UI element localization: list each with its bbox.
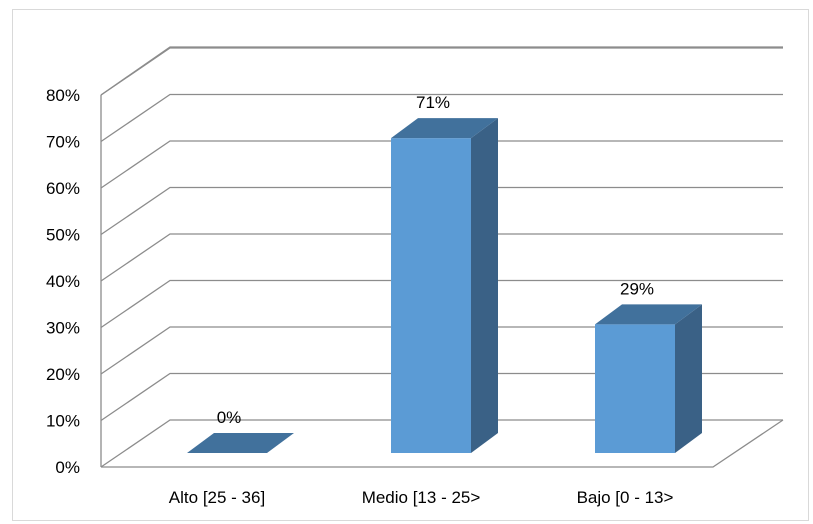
category-label: Medio [13 - 25> [362,488,481,507]
bar [595,304,702,453]
y-tick-label: 70% [46,133,80,152]
bar [187,433,294,453]
bar-side [675,304,702,453]
gridline [100,186,783,236]
category-label: Alto [25 - 36] [169,488,265,507]
bar-top [595,304,702,325]
bar-side [471,118,498,454]
gridline [100,279,783,329]
y-tick-label: 80% [46,86,80,105]
floor-edge [101,419,784,468]
y-tick-label: 20% [46,365,80,384]
y-tick-label: 40% [46,272,80,291]
bar-front [595,324,675,453]
x-axis-category-labels: Alto [25 - 36] Medio [13 - 25> Bajo [0 - 1… [169,488,674,507]
bar-front [391,138,471,453]
y-tick-label: 0% [55,458,80,477]
gridline [100,419,783,468]
chart-walls [100,95,784,468]
gridline [100,233,783,282]
bars [187,118,702,454]
y-tick-label: 10% [46,412,80,431]
y-tick-label: 50% [46,226,80,245]
gridline-top [100,46,783,96]
bar [391,118,498,454]
data-label: 0% [217,408,242,427]
bar-top [187,433,294,453]
y-tick-label: 30% [46,319,80,338]
y-axis-tick-labels: 0% 10% 20% 30% 40% 50% 60% 70% 80% [46,86,80,477]
bar-top [391,118,498,139]
gridline [100,47,783,96]
data-labels: 0% 71% 29% [217,93,654,427]
gridline [100,372,783,422]
y-tick-label: 60% [46,179,80,198]
gridline [100,326,783,375]
gridlines [100,46,783,468]
category-label: Bajo [0 - 13> [577,488,674,507]
data-label: 29% [620,279,654,298]
gridline [100,93,783,143]
data-label: 71% [416,93,450,112]
gridline [100,140,783,189]
